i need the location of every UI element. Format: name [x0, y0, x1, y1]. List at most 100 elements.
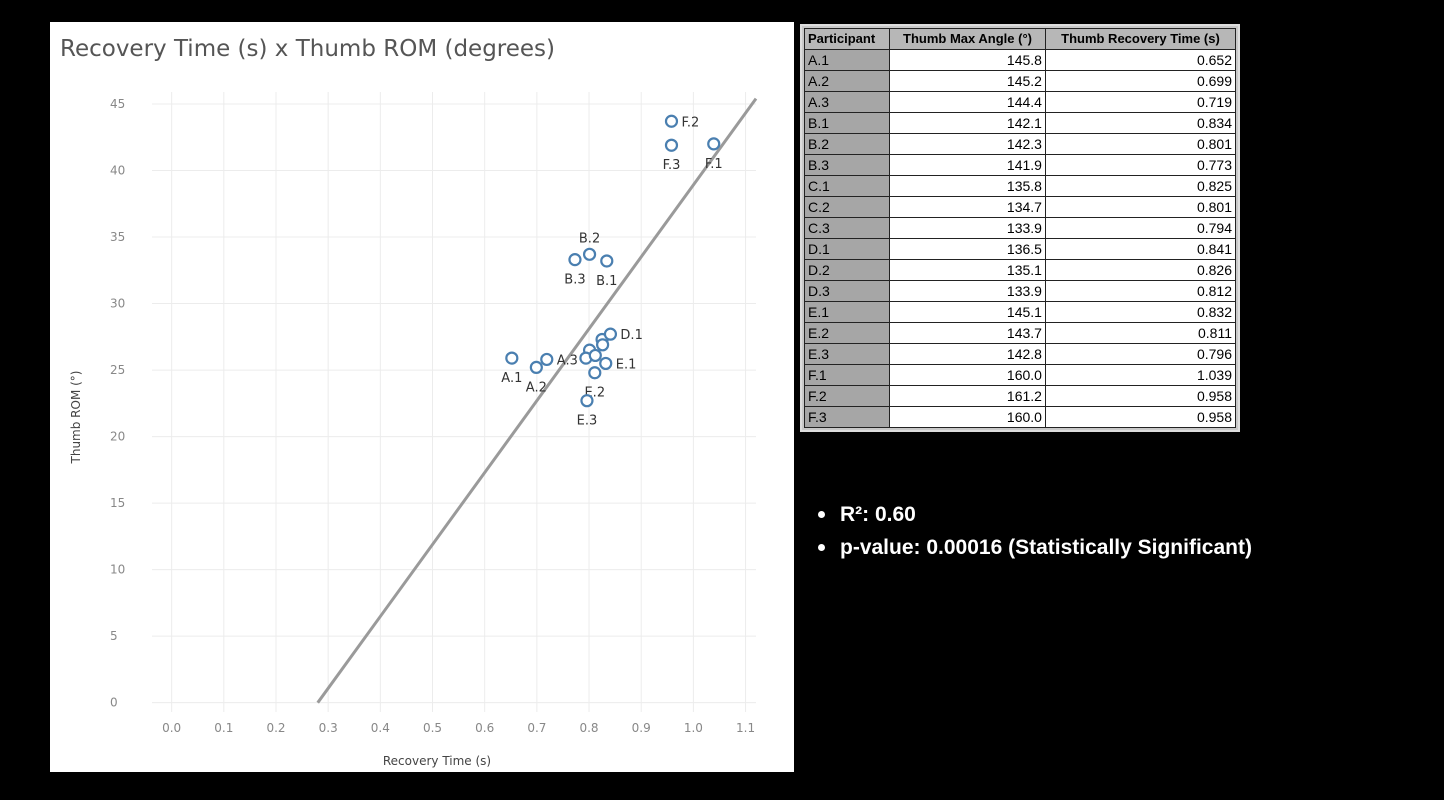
cell-thumb-max-angle: 134.7 [889, 196, 1046, 218]
data-point [582, 247, 597, 261]
point-label: E.1 [616, 357, 637, 372]
x-tick-label: 0.7 [527, 721, 546, 735]
cell-participant: B.1 [803, 112, 891, 134]
point-label: D.1 [620, 328, 642, 343]
x-tick-label: 0.3 [319, 721, 338, 735]
cell-recovery-time: 0.832 [1044, 301, 1237, 323]
x-tick-label: 1.0 [684, 721, 703, 735]
y-tick-label: 35 [110, 230, 125, 244]
x-tick-label: 0.8 [579, 721, 598, 735]
cell-thumb-max-angle: 133.9 [889, 217, 1046, 239]
table-row: D.3 133.9 0.812 [803, 280, 1237, 302]
table-row: C.3 133.9 0.794 [803, 217, 1237, 239]
cell-thumb-max-angle: 142.8 [889, 343, 1046, 365]
x-tick-label: 0.0 [162, 721, 181, 735]
data-point [664, 138, 679, 152]
cell-thumb-max-angle: 160.0 [889, 406, 1046, 428]
cell-participant: E.3 [803, 343, 891, 365]
y-tick-label: 40 [110, 163, 125, 177]
data-point [529, 360, 543, 375]
cell-participant: E.1 [803, 301, 891, 323]
table-row: A.3 144.4 0.719 [803, 91, 1237, 113]
cell-participant: A.3 [803, 91, 891, 113]
y-tick-label: 15 [110, 496, 125, 510]
p-value-text: p-value: 0.00016 (Statistically Signific… [840, 535, 1252, 559]
cell-thumb-max-angle: 145.2 [889, 70, 1046, 92]
participant-data-table: Participant Thumb Max Angle (°) Thumb Re… [800, 24, 1240, 432]
data-point [603, 327, 618, 341]
y-tick-label: 30 [110, 297, 125, 311]
data-point [599, 356, 613, 371]
data-point [505, 351, 519, 365]
cell-thumb-max-angle: 160.0 [889, 364, 1046, 386]
cell-participant: D.3 [803, 280, 891, 302]
header-thumb-recovery-time: Thumb Recovery Time (s) [1044, 28, 1237, 50]
r-squared-text: R²: 0.60 [840, 502, 916, 526]
bullet-icon [818, 544, 825, 551]
point-label: F.2 [681, 115, 699, 130]
cell-thumb-max-angle: 141.9 [889, 154, 1046, 176]
table-row: F.1 160.0 1.039 [803, 364, 1237, 386]
table-row: D.2 135.1 0.826 [803, 259, 1237, 281]
table-row: E.1 145.1 0.832 [803, 301, 1237, 323]
y-tick-label: 5 [110, 629, 118, 643]
table-row: C.2 134.7 0.801 [803, 196, 1237, 218]
point-label: F.3 [663, 158, 681, 173]
point-label: A.2 [526, 380, 547, 395]
data-point [664, 114, 679, 128]
cell-participant: A.1 [803, 49, 891, 71]
cell-thumb-max-angle: 143.7 [889, 322, 1046, 344]
cell-participant: F.2 [803, 385, 891, 407]
cell-recovery-time: 0.719 [1044, 91, 1237, 113]
point-label: A.1 [501, 371, 522, 386]
table-row: B.3 141.9 0.773 [803, 154, 1237, 176]
header-participant: Participant [803, 28, 891, 50]
table-row: E.3 142.8 0.796 [803, 343, 1237, 365]
statistics-list: R²: 0.60 p-value: 0.00016 (Statistically… [818, 498, 1252, 564]
cell-recovery-time: 0.825 [1044, 175, 1237, 197]
cell-participant: F.1 [803, 364, 891, 386]
x-tick-label: 0.4 [371, 721, 390, 735]
table-row: B.2 142.3 0.801 [803, 133, 1237, 155]
data-point [540, 352, 554, 367]
table-row: F.2 161.2 0.958 [803, 385, 1237, 407]
y-axis-label: Thumb ROM (°) [69, 371, 83, 465]
cell-thumb-max-angle: 133.9 [889, 280, 1046, 302]
cell-participant: A.2 [803, 70, 891, 92]
table-header-row: Participant Thumb Max Angle (°) Thumb Re… [803, 28, 1237, 50]
cell-recovery-time: 0.811 [1044, 322, 1237, 344]
point-label: E.3 [577, 414, 598, 429]
y-tick-label: 45 [110, 97, 125, 111]
table-row: B.1 142.1 0.834 [803, 112, 1237, 134]
cell-thumb-max-angle: 161.2 [889, 385, 1046, 407]
x-tick-label: 0.5 [423, 721, 442, 735]
data-point [707, 137, 721, 151]
cell-recovery-time: 0.812 [1044, 280, 1237, 302]
cell-participant: C.3 [803, 217, 891, 239]
cell-participant: B.3 [803, 154, 891, 176]
y-tick-label: 20 [110, 430, 125, 444]
cell-participant: C.2 [803, 196, 891, 218]
data-point [568, 253, 582, 267]
bullet-icon [818, 511, 825, 518]
cell-recovery-time: 0.773 [1044, 154, 1237, 176]
cell-thumb-max-angle: 142.3 [889, 133, 1046, 155]
header-thumb-max-angle: Thumb Max Angle (°) [889, 28, 1046, 50]
point-label: F.1 [705, 157, 723, 172]
cell-recovery-time: 0.699 [1044, 70, 1237, 92]
table-row: A.2 145.2 0.699 [803, 70, 1237, 92]
cell-thumb-max-angle: 144.4 [889, 91, 1046, 113]
scatter-chart-panel: Recovery Time (s) x Thumb ROM (degrees) … [50, 22, 794, 772]
x-tick-label: 1.1 [736, 721, 755, 735]
cell-recovery-time: 0.796 [1044, 343, 1237, 365]
cell-thumb-max-angle: 145.1 [889, 301, 1046, 323]
point-label: A.3 [557, 353, 578, 368]
point-label: B.1 [596, 274, 617, 289]
data-point [588, 366, 602, 380]
cell-recovery-time: 1.039 [1044, 364, 1237, 386]
chart-title: Recovery Time (s) x Thumb ROM (degrees) [60, 36, 556, 62]
x-tick-label: 0.2 [266, 721, 285, 735]
table-row: C.1 135.8 0.825 [803, 175, 1237, 197]
cell-recovery-time: 0.826 [1044, 259, 1237, 281]
data-point [596, 338, 610, 352]
